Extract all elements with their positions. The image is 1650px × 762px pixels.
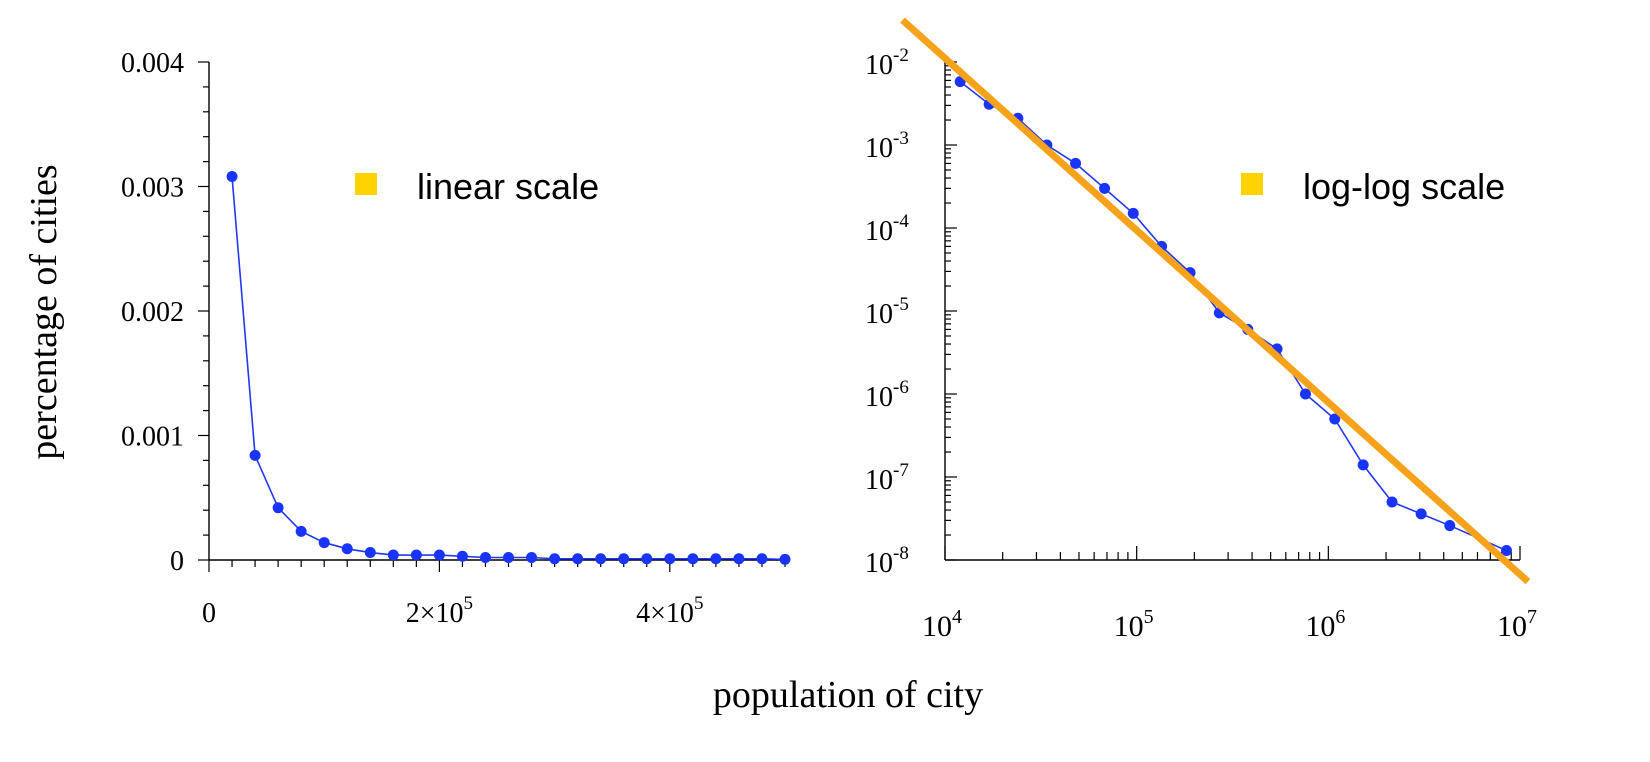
linear-data-point xyxy=(410,549,422,561)
right-y-tick-label: 10-2 xyxy=(865,45,909,81)
log-log-chart: 10-8 10-7 10-6 10-5 10-4 10-3 10-2 104 105 106 107… xyxy=(865,17,1537,643)
linear-data-point xyxy=(318,537,330,549)
right-y-tick-label: 10-8 xyxy=(865,543,909,579)
linear-legend-marker xyxy=(355,173,377,195)
left-y-tick-label: 0.001 xyxy=(121,422,184,453)
linear-data-point xyxy=(526,552,538,564)
linear-data-point xyxy=(687,553,699,565)
linear-data-point xyxy=(364,547,376,559)
x-axis-label: population of city xyxy=(713,674,983,716)
right-x-tick-label: 106 xyxy=(1305,606,1345,643)
left-y-tick-label: 0 xyxy=(170,546,184,577)
log-data-point xyxy=(1444,520,1456,532)
log-data-point xyxy=(1127,207,1139,219)
right-x-tick-label: 107 xyxy=(1497,606,1537,643)
left-y-tick-label: 0.002 xyxy=(121,297,184,328)
linear-data-point xyxy=(456,550,468,562)
left-x-tick-label: 0 xyxy=(202,598,216,629)
power-law-fit-line xyxy=(900,17,1531,585)
log-data-point xyxy=(1415,508,1427,520)
linear-data-point xyxy=(710,553,722,565)
linear-chart: 0 0.001 0.002 0.003 0.004 0 2×105 4×105 linear … xyxy=(121,48,791,629)
linear-legend-label: linear scale xyxy=(417,166,599,207)
left-y-tick-label: 0.004 xyxy=(121,48,184,79)
linear-data-point xyxy=(779,553,791,565)
right-y-tick-label: 10-4 xyxy=(865,211,909,247)
log-legend-label: log-log scale xyxy=(1303,166,1505,207)
linear-data-point xyxy=(433,549,445,561)
linear-data-point xyxy=(295,525,307,537)
linear-data-point xyxy=(618,553,630,565)
log-data-point xyxy=(1357,459,1369,471)
linear-data-point xyxy=(756,553,768,565)
log-data-point xyxy=(1070,157,1082,169)
log-data-point xyxy=(1386,496,1398,508)
right-x-tick-label: 105 xyxy=(1114,606,1154,643)
left-y-tick-label: 0.003 xyxy=(121,173,184,204)
right-y-tick-label: 10-6 xyxy=(865,377,909,413)
linear-data-point xyxy=(664,553,676,565)
log-legend-marker xyxy=(1241,173,1263,195)
left-x-tick-label: 4×105 xyxy=(636,593,703,629)
linear-data-point xyxy=(387,549,399,561)
linear-data-point xyxy=(272,502,284,514)
log-data-point xyxy=(1299,388,1311,400)
linear-data-point xyxy=(503,552,515,564)
right-x-tick-label: 104 xyxy=(922,606,962,643)
log-data-point xyxy=(1329,413,1341,425)
linear-series-line xyxy=(231,176,786,561)
log-data-point xyxy=(1099,182,1111,194)
right-y-tick-label: 10-5 xyxy=(865,294,909,330)
y-axis-label: percentage of cities xyxy=(23,164,65,459)
linear-data-point xyxy=(226,171,238,183)
linear-data-point xyxy=(549,553,561,565)
linear-data-point xyxy=(572,553,584,565)
linear-data-point xyxy=(341,543,353,555)
linear-data-point xyxy=(249,449,261,461)
linear-data-point xyxy=(641,553,653,565)
linear-data-point xyxy=(479,552,491,564)
right-y-tick-label: 10-3 xyxy=(865,128,909,164)
linear-data-point xyxy=(595,553,607,565)
log-data-point xyxy=(1500,545,1512,557)
linear-data-point xyxy=(733,553,745,565)
right-y-tick-label: 10-7 xyxy=(865,460,909,496)
left-x-tick-label: 2×105 xyxy=(406,593,473,629)
